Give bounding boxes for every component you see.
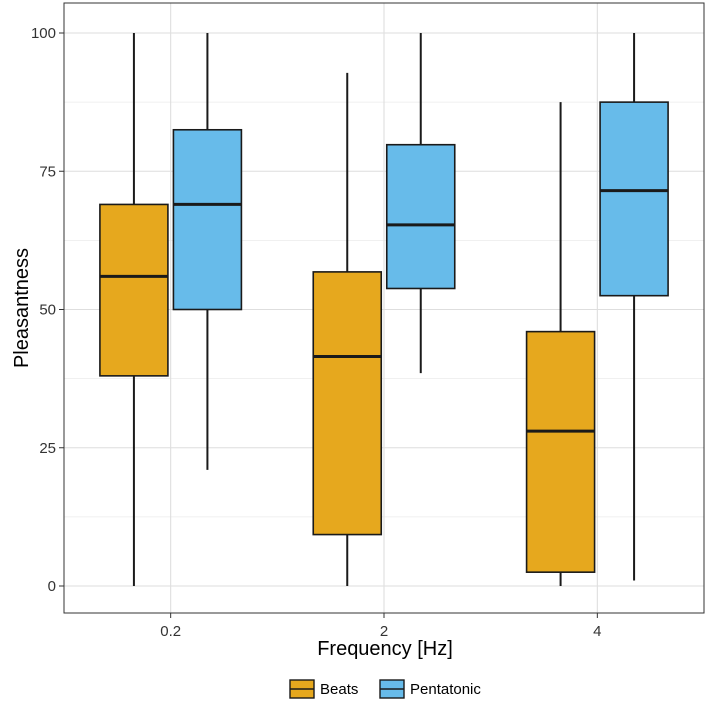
box-iqr [599, 101, 669, 297]
axes: 0 25 50 75 100 0.2 2 4 [31, 25, 602, 640]
box-plots [99, 33, 669, 586]
y-tick-label: 100 [31, 25, 56, 42]
y-axis-title: Pleasantness [11, 248, 33, 368]
box-iqr [385, 143, 456, 290]
y-tick-label: 0 [48, 578, 56, 595]
legend-label-pentatonic: Pentatonic [410, 681, 481, 698]
legend-item-beats: Beats [289, 679, 358, 699]
x-axis-title: Frequency [Hz] [317, 638, 453, 660]
box-pentatonic-4 [599, 33, 669, 581]
box-pentatonic-0-2 [172, 33, 243, 470]
y-tick-label: 75 [39, 163, 56, 180]
legend: Beats Pentatonic [289, 679, 481, 699]
box-iqr [525, 330, 596, 573]
y-tick-label: 25 [39, 440, 56, 457]
x-tick-label: 2 [380, 623, 388, 640]
grid-lines [64, 3, 704, 613]
box-beats-2 [312, 72, 383, 586]
y-tick-label: 50 [39, 302, 56, 319]
x-tick-label: 4 [593, 623, 601, 640]
box-iqr [312, 271, 383, 536]
box-beats-0-2 [99, 33, 169, 586]
legend-item-pentatonic: Pentatonic [379, 679, 481, 699]
box-iqr [172, 128, 243, 311]
box-pentatonic-2 [385, 33, 456, 374]
box-beats-4 [525, 102, 596, 586]
legend-label-beats: Beats [320, 681, 358, 698]
x-tick-label: 0.2 [160, 623, 181, 640]
box-iqr [99, 203, 169, 377]
